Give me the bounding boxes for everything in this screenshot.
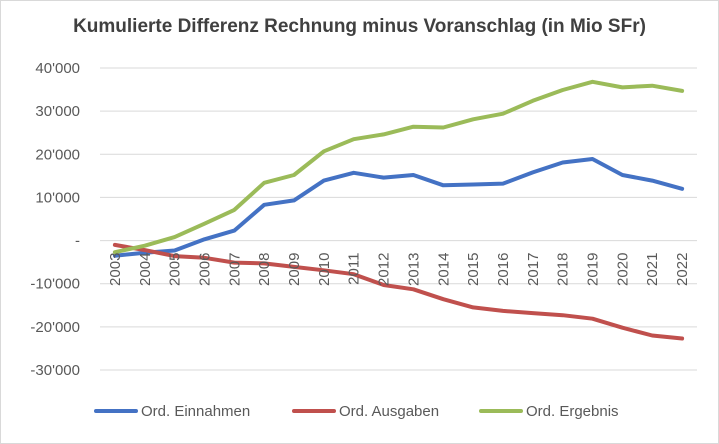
y-tick-label: 20'000 [35,146,80,163]
x-tick-label: 2020 [614,253,631,286]
series-line-ord-ergebnis [112,79,685,255]
x-tick-label: 2018 [555,253,572,286]
y-tick-label: 10'000 [35,189,80,206]
x-tick-label: 2019 [585,253,602,286]
y-tick-label: -20'000 [30,319,80,336]
series-line-ord-einnahmen [112,157,685,258]
gridlines [100,67,697,371]
legend-label: Ord. Ausgaben [339,403,439,420]
x-axis-labels: 2003 2004 2005 2006 2007 2008 2009 2010 2011 2012… [107,253,691,286]
x-tick-label: 2010 [316,253,333,286]
x-tick-label: 2013 [405,253,422,286]
x-tick-label: 2004 [137,253,154,286]
legend-label: Ord. Einnahmen [141,403,250,420]
x-tick-label: 2011 [346,253,363,285]
series-line-ord-ausgaben [112,242,685,341]
y-axis-labels: 40'000 30'000 20'000 10'000 - -10'000 -20'000 -… [30,60,80,379]
legend: Ord. Einnahmen Ord. Ausgaben Ord. Ergebnis [94,403,619,420]
x-tick-label: 2014 [435,253,452,286]
series-lines [112,79,685,341]
y-tick-label: - [75,233,80,250]
x-tick-label: 2012 [376,253,393,286]
y-tick-label: -30'000 [30,362,80,379]
y-tick-label: 40'000 [35,60,80,77]
x-tick-label: 2007 [226,253,243,286]
x-tick-label: 2005 [167,253,184,286]
x-tick-label: 2003 [107,253,124,286]
y-tick-label: 30'000 [35,103,80,120]
x-tick-label: 2015 [465,253,482,286]
x-tick-label: 2008 [256,253,273,286]
legend-label: Ord. Ergebnis [526,403,619,420]
x-tick-label: 2021 [644,253,661,286]
x-tick-label: 2016 [495,253,512,286]
x-tick-label: 2006 [196,253,213,286]
x-tick-label: 2009 [286,253,303,286]
y-tick-label: -10'000 [30,276,80,293]
x-tick-label: 2022 [674,253,691,286]
x-tick-label: 2017 [525,253,542,286]
chart-title: Kumulierte Differenz Rechnung minus Vora… [73,16,646,37]
